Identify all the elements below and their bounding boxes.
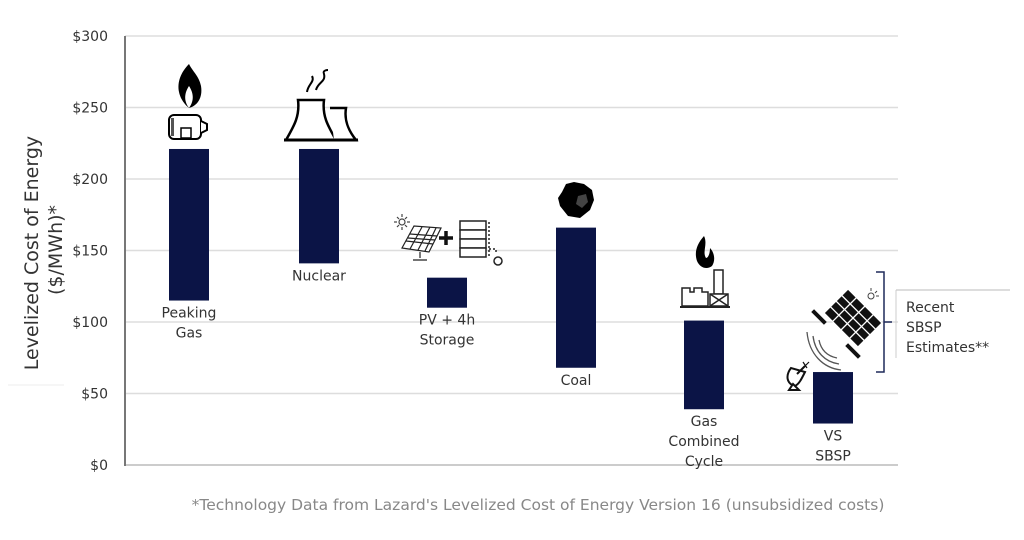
- annotation-line-1: Recent: [906, 300, 955, 316]
- gridlines: [125, 35, 898, 466]
- category-label-coal: Coal: [561, 373, 592, 389]
- solar-panel-icon: [401, 225, 442, 261]
- bar-pv-storage: [427, 277, 467, 308]
- gas-turbine-flame-icon: [168, 64, 208, 140]
- bar-nuclear: [299, 148, 339, 264]
- category-label-line: Storage: [420, 333, 475, 349]
- category-label-gas-combined-cycle: Gas Combined Cycle: [668, 414, 739, 470]
- category-label-line: Coal: [561, 373, 592, 389]
- coal-lump-icon: [558, 182, 594, 218]
- category-label-line: Cycle: [685, 454, 723, 470]
- satellite-dish-icon: [786, 361, 810, 391]
- radio-waves-icon: [806, 331, 842, 371]
- category-label-line: Gas: [691, 414, 718, 430]
- bar-gas-combined-cycle: [684, 320, 724, 410]
- nuclear-cooling-tower-icon: [283, 69, 359, 142]
- category-label-vs-sbsp: VS SBSP: [815, 429, 851, 465]
- y-axis-label-line-1: Levelized Cost of Energy: [21, 136, 43, 370]
- category-label-line: VS: [824, 429, 843, 445]
- gas-plant-factory-icon: [680, 236, 730, 308]
- category-labels: Peaking Gas Nuclear PV + 4h Storage Coal Gas Co…: [162, 268, 851, 470]
- bars: [169, 148, 853, 424]
- bar-peaking-gas: [169, 148, 209, 301]
- y-tick-label: $250: [72, 101, 108, 117]
- y-axis-label: Levelized Cost of Energy ($/MWh)*: [21, 130, 67, 370]
- y-tick-label: $150: [72, 244, 108, 260]
- category-label-peaking-gas: Peaking Gas: [162, 306, 217, 342]
- annotation-line-3: Estimates**: [906, 340, 989, 356]
- category-label-line: PV + 4h: [419, 313, 475, 329]
- category-label-pv-storage: PV + 4h Storage: [419, 313, 475, 349]
- satellite-dish-solar-panel-icon: [786, 288, 883, 391]
- y-tick-labels: $0 $50 $100 $150 $200 $250 $300: [72, 29, 108, 474]
- y-tick-label: $100: [72, 315, 108, 331]
- annotation-bracket: [876, 271, 892, 373]
- solar-panel-plus-battery-icon: [394, 214, 503, 266]
- sbsp-estimates-annotation: Recent SBSP Estimates**: [876, 271, 1010, 373]
- y-tick-label: $200: [72, 172, 108, 188]
- y-axis-label-line-2: ($/MWh)*: [45, 205, 67, 295]
- sun-icon: [394, 214, 410, 230]
- y-tick-label: $50: [81, 387, 108, 403]
- category-label-line: Combined: [668, 434, 739, 450]
- category-label-line: Nuclear: [292, 268, 346, 284]
- annotation-text: Recent SBSP Estimates**: [906, 300, 989, 356]
- sbsp-solar-array-icon: [811, 288, 883, 359]
- bar-coal: [556, 227, 596, 368]
- bar-vs-sbsp: [813, 372, 853, 424]
- category-label-line: Peaking: [162, 306, 217, 322]
- battery-icon: [459, 220, 503, 266]
- footnote: *Technology Data from Lazard's Levelized…: [192, 496, 885, 514]
- category-label-nuclear: Nuclear: [292, 268, 346, 284]
- y-tick-label: $300: [72, 29, 108, 45]
- annotation-line-2: SBSP: [906, 320, 942, 336]
- plus-icon: [439, 231, 453, 245]
- category-label-line: SBSP: [815, 449, 851, 465]
- category-label-line: Gas: [176, 326, 203, 342]
- y-tick-label: $0: [90, 458, 108, 474]
